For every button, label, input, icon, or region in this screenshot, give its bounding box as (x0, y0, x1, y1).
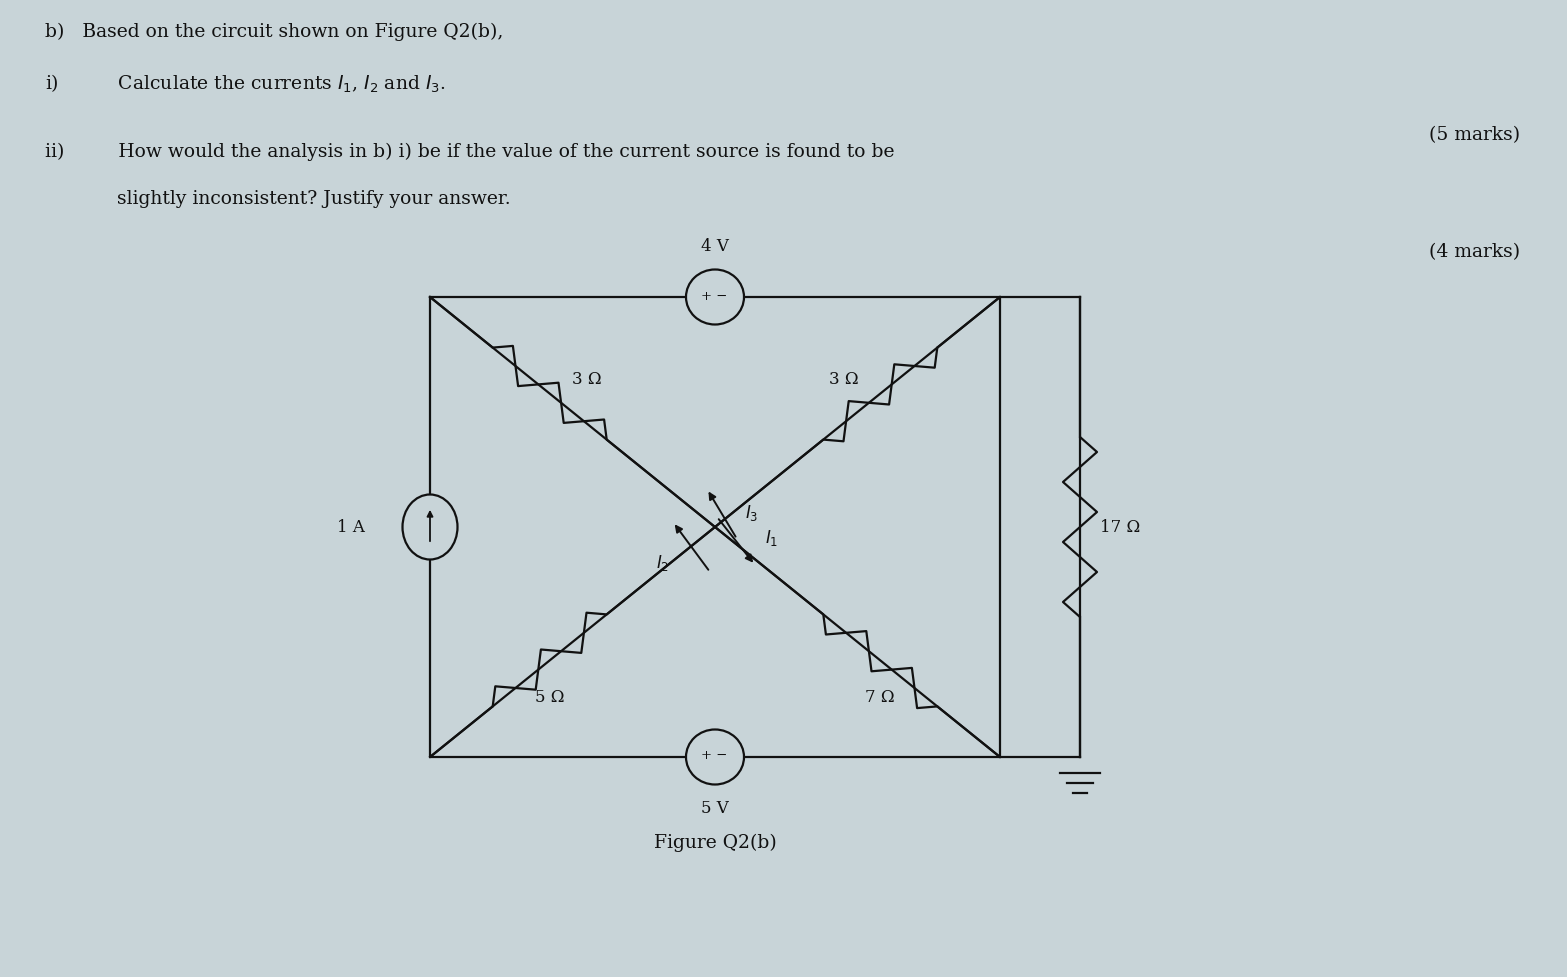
Text: slightly inconsistent? Justify your answer.: slightly inconsistent? Justify your answ… (45, 190, 511, 208)
Text: b)   Based on the circuit shown on Figure Q2(b),: b) Based on the circuit shown on Figure … (45, 23, 503, 41)
Text: 5 Ω: 5 Ω (534, 689, 564, 705)
Text: (5 marks): (5 marks) (1429, 126, 1520, 144)
Text: 17 Ω: 17 Ω (1100, 519, 1141, 536)
Ellipse shape (686, 271, 744, 325)
Text: 1 A: 1 A (337, 519, 365, 536)
Text: (4 marks): (4 marks) (1429, 242, 1520, 261)
Ellipse shape (686, 730, 744, 785)
Text: $I_2$: $I_2$ (657, 552, 669, 573)
Text: $I_1$: $I_1$ (765, 528, 779, 547)
Text: 4 V: 4 V (700, 238, 729, 255)
Text: 3 Ω: 3 Ω (829, 370, 859, 388)
Text: $I_3$: $I_3$ (744, 502, 758, 523)
Ellipse shape (403, 495, 458, 560)
Text: i)          Calculate the currents $I_1$, $I_2$ and $I_3$.: i) Calculate the currents $I_1$, $I_2$ a… (45, 73, 445, 95)
Text: + −: + − (700, 289, 727, 302)
Text: 5 V: 5 V (700, 800, 729, 817)
Text: Figure Q2(b): Figure Q2(b) (653, 833, 776, 851)
Text: + −: + − (700, 748, 727, 762)
Text: 7 Ω: 7 Ω (865, 689, 895, 705)
Text: 3 Ω: 3 Ω (572, 370, 602, 388)
Text: ii)         How would the analysis in b) i) be if the value of the current sourc: ii) How would the analysis in b) i) be i… (45, 143, 895, 161)
